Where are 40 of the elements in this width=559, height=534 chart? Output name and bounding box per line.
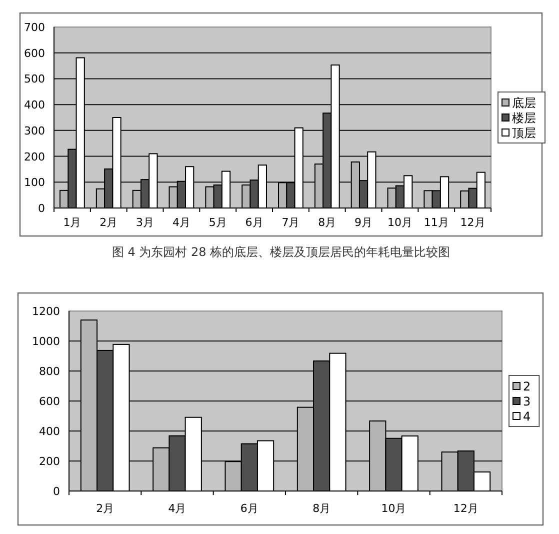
y-tick-label: 600	[24, 46, 45, 60]
y-tick-label: 500	[24, 72, 45, 86]
x-tick-label: 4月	[168, 502, 186, 515]
caption: 图 4 为东园村 28 栋的底层、楼层及顶层居民的年耗电量比较图	[112, 245, 450, 259]
x-tick-label: 2月	[100, 216, 118, 229]
x-tick-label: 6月	[240, 502, 258, 515]
y-tick-label: 600	[39, 395, 60, 408]
y-tick-label: 800	[39, 365, 60, 378]
legend-label: 4	[523, 410, 531, 424]
x-tick-label: 11月	[424, 216, 449, 229]
x-tick-label: 9月	[354, 216, 373, 229]
y-tick-label: 1200	[32, 305, 60, 318]
x-tick-label: 12月	[453, 502, 478, 515]
legend-label: 2	[523, 380, 531, 394]
x-tick-label: 8月	[312, 502, 331, 515]
x-tick-label: 2月	[96, 502, 114, 515]
x-tick-label: 1月	[63, 216, 82, 229]
x-tick-label: 12月	[460, 216, 486, 229]
y-tick-label: 200	[24, 150, 45, 164]
x-tick-label: 4月	[172, 216, 190, 229]
y-tick-label: 700	[24, 21, 45, 34]
y-tick-label: 0	[53, 485, 60, 498]
x-tick-label: 10月	[381, 502, 406, 515]
legend-label: 楼层	[512, 111, 536, 125]
x-tick-label: 7月	[282, 216, 300, 229]
x-tick-label: 6月	[245, 216, 264, 229]
y-tick-label: 300	[24, 124, 45, 138]
x-tick-label: 8月	[318, 216, 336, 229]
x-tick-label: 10月	[387, 216, 412, 229]
y-tick-label: 400	[39, 425, 60, 438]
y-tick-label: 100	[24, 176, 45, 190]
legend-label: 顶层	[512, 126, 536, 140]
y-tick-label: 200	[39, 455, 60, 468]
y-tick-label: 400	[24, 98, 45, 112]
legend-label: 3	[523, 394, 531, 408]
legend-label: 底层	[512, 96, 536, 110]
y-tick-label: 1000	[32, 335, 60, 348]
x-tick-label: 3月	[136, 216, 154, 229]
y-tick-label: 0	[38, 202, 45, 215]
x-tick-label: 5月	[208, 216, 227, 229]
